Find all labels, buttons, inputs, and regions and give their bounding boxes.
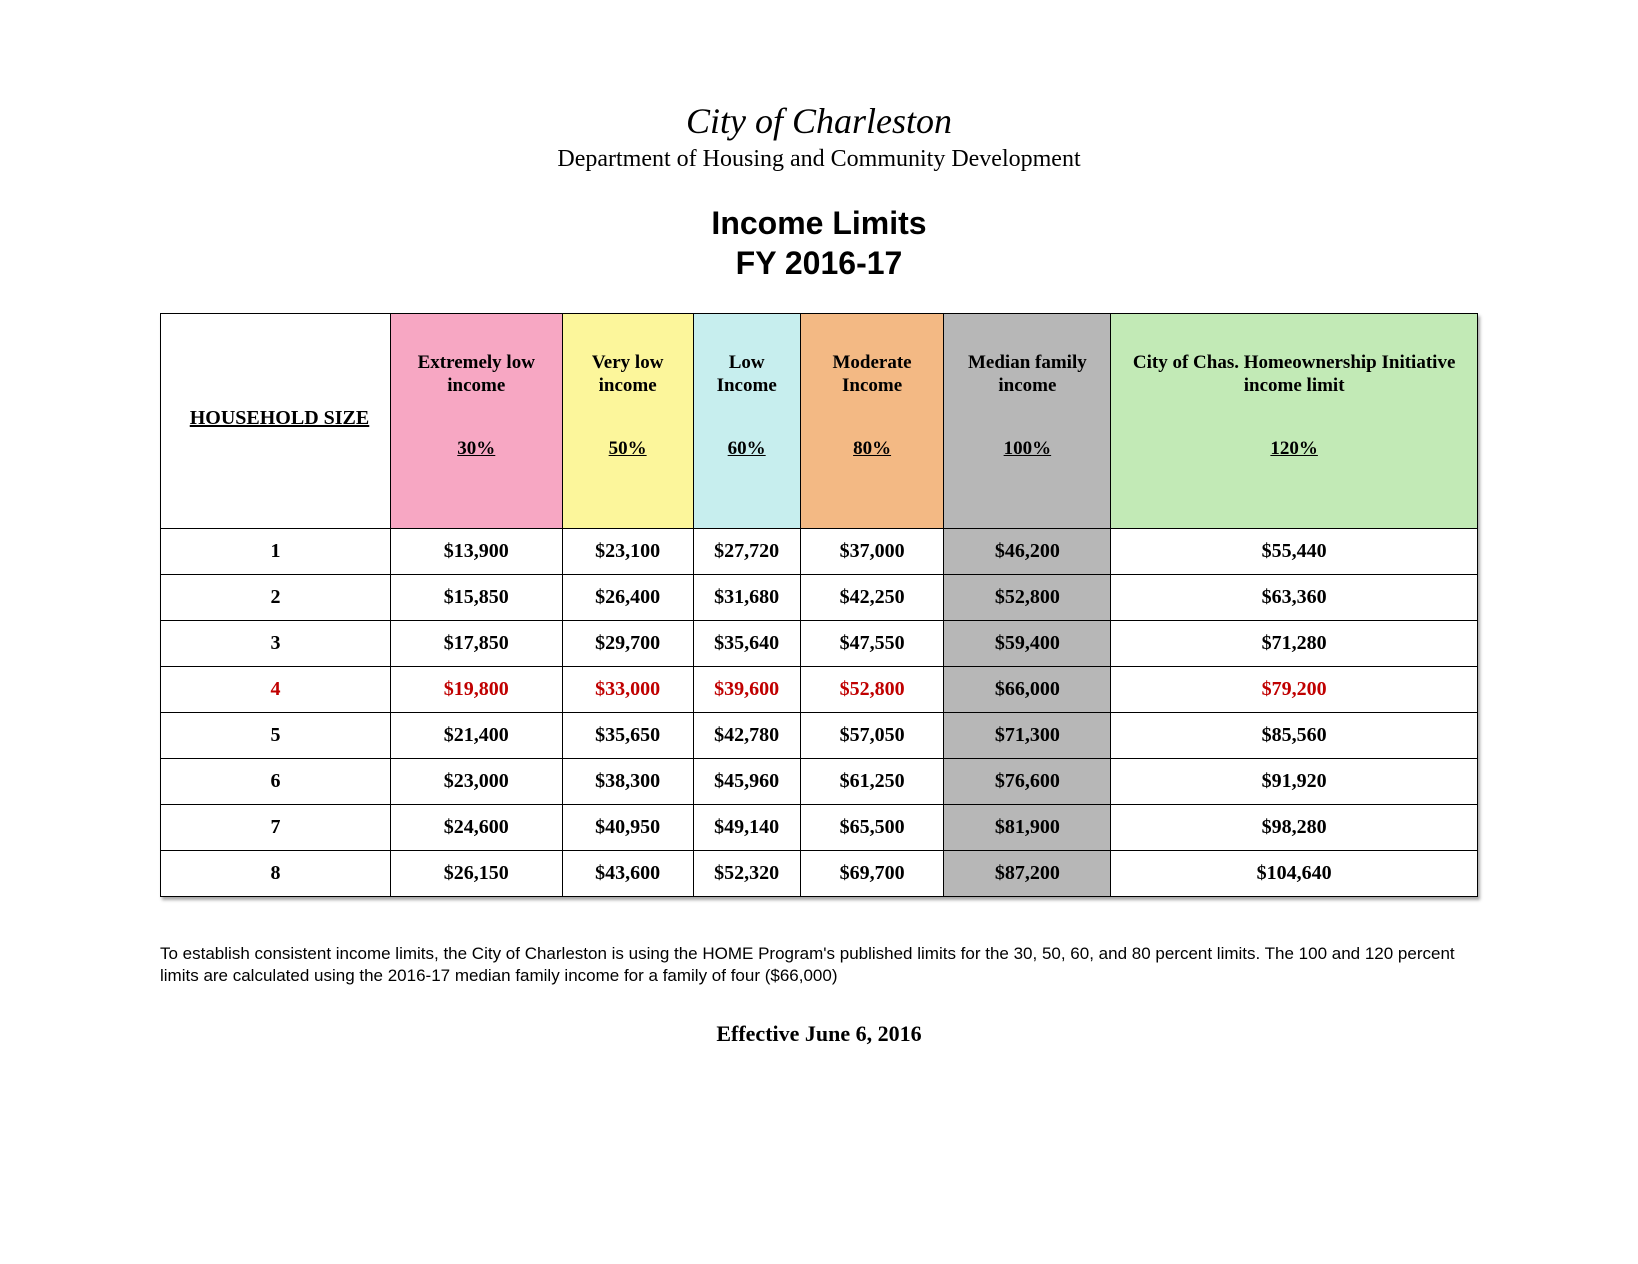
- value-cell: $37,000: [800, 529, 944, 575]
- column-header-5: City of Chas. Homeownership Initiative i…: [1111, 314, 1478, 529]
- column-header-3: Moderate Income 80%: [800, 314, 944, 529]
- value-cell: $76,600: [944, 759, 1111, 805]
- value-cell: $42,250: [800, 575, 944, 621]
- table-row: 5$21,400$35,650$42,780$57,050$71,300$85,…: [161, 713, 1478, 759]
- value-cell: $35,640: [693, 621, 800, 667]
- value-cell: $55,440: [1111, 529, 1478, 575]
- household-size-cell: 6: [161, 759, 391, 805]
- document-page: City of Charleston Department of Housing…: [0, 0, 1638, 1047]
- title-line-2: FY 2016-17: [736, 245, 903, 281]
- title-line-1: Income Limits: [711, 205, 926, 241]
- value-cell: $81,900: [944, 805, 1111, 851]
- value-cell: $63,360: [1111, 575, 1478, 621]
- value-cell: $24,600: [391, 805, 563, 851]
- value-cell: $26,400: [562, 575, 693, 621]
- value-cell: $35,650: [562, 713, 693, 759]
- value-cell: $31,680: [693, 575, 800, 621]
- value-cell: $46,200: [944, 529, 1111, 575]
- value-cell: $47,550: [800, 621, 944, 667]
- value-cell: $52,800: [944, 575, 1111, 621]
- city-title: City of Charleston: [160, 100, 1478, 142]
- household-size-cell: 1: [161, 529, 391, 575]
- footnote: To establish consistent income limits, t…: [160, 943, 1478, 987]
- column-header-4: Median family income 100%: [944, 314, 1111, 529]
- header-block: City of Charleston Department of Housing…: [160, 100, 1478, 283]
- value-cell: $91,920: [1111, 759, 1478, 805]
- doc-title: Income Limits FY 2016-17: [160, 203, 1478, 283]
- value-cell: $104,640: [1111, 851, 1478, 897]
- household-size-cell: 7: [161, 805, 391, 851]
- value-cell: $23,000: [391, 759, 563, 805]
- household-size-header: HOUSEHOLD SIZE: [161, 314, 391, 529]
- value-cell: $39,600: [693, 667, 800, 713]
- value-cell: $17,850: [391, 621, 563, 667]
- value-cell: $59,400: [944, 621, 1111, 667]
- column-label: Very low income: [571, 352, 685, 398]
- column-percent: 60%: [702, 438, 792, 460]
- value-cell: $85,560: [1111, 713, 1478, 759]
- table-row: 4$19,800$33,000$39,600$52,800$66,000$79,…: [161, 667, 1478, 713]
- household-size-cell: 2: [161, 575, 391, 621]
- column-percent: 120%: [1119, 438, 1469, 460]
- table-row: 2$15,850$26,400$31,680$42,250$52,800$63,…: [161, 575, 1478, 621]
- value-cell: $52,800: [800, 667, 944, 713]
- value-cell: $19,800: [391, 667, 563, 713]
- value-cell: $40,950: [562, 805, 693, 851]
- household-size-label: HOUSEHOLD SIZE: [190, 407, 370, 429]
- household-size-cell: 3: [161, 621, 391, 667]
- department-name: Department of Housing and Community Deve…: [160, 146, 1478, 173]
- value-cell: $69,700: [800, 851, 944, 897]
- column-header-0: Extremely low income 30%: [391, 314, 563, 529]
- value-cell: $33,000: [562, 667, 693, 713]
- table-header-row: HOUSEHOLD SIZE Extremely low income 30% Ve…: [161, 314, 1478, 529]
- column-label: Extremely low income: [399, 352, 554, 398]
- column-label: City of Chas. Homeownership Initiative i…: [1119, 352, 1469, 398]
- table-row: 6$23,000$38,300$45,960$61,250$76,600$91,…: [161, 759, 1478, 805]
- table-row: 7$24,600$40,950$49,140$65,500$81,900$98,…: [161, 805, 1478, 851]
- table-row: 1$13,900$23,100$27,720$37,000$46,200$55,…: [161, 529, 1478, 575]
- value-cell: $61,250: [800, 759, 944, 805]
- value-cell: $13,900: [391, 529, 563, 575]
- household-size-cell: 8: [161, 851, 391, 897]
- value-cell: $23,100: [562, 529, 693, 575]
- column-percent: 30%: [399, 438, 554, 460]
- column-label: Median family income: [952, 352, 1102, 398]
- effective-date: Effective June 6, 2016: [160, 1021, 1478, 1047]
- value-cell: $15,850: [391, 575, 563, 621]
- household-size-cell: 4: [161, 667, 391, 713]
- value-cell: $29,700: [562, 621, 693, 667]
- column-label: Moderate Income: [809, 352, 936, 398]
- household-size-cell: 5: [161, 713, 391, 759]
- column-label: Low Income: [702, 352, 792, 398]
- value-cell: $57,050: [800, 713, 944, 759]
- column-header-1: Very low income 50%: [562, 314, 693, 529]
- value-cell: $98,280: [1111, 805, 1478, 851]
- value-cell: $43,600: [562, 851, 693, 897]
- column-percent: 100%: [952, 438, 1102, 460]
- column-percent: 50%: [571, 438, 685, 460]
- value-cell: $71,300: [944, 713, 1111, 759]
- value-cell: $45,960: [693, 759, 800, 805]
- table-body: 1$13,900$23,100$27,720$37,000$46,200$55,…: [161, 529, 1478, 897]
- column-header-2: Low Income 60%: [693, 314, 800, 529]
- table-row: 3$17,850$29,700$35,640$47,550$59,400$71,…: [161, 621, 1478, 667]
- value-cell: $21,400: [391, 713, 563, 759]
- income-limits-table: HOUSEHOLD SIZE Extremely low income 30% Ve…: [160, 313, 1478, 897]
- value-cell: $79,200: [1111, 667, 1478, 713]
- value-cell: $38,300: [562, 759, 693, 805]
- value-cell: $65,500: [800, 805, 944, 851]
- value-cell: $52,320: [693, 851, 800, 897]
- value-cell: $49,140: [693, 805, 800, 851]
- value-cell: $71,280: [1111, 621, 1478, 667]
- value-cell: $42,780: [693, 713, 800, 759]
- table-row: 8$26,150$43,600$52,320$69,700$87,200$104…: [161, 851, 1478, 897]
- value-cell: $87,200: [944, 851, 1111, 897]
- value-cell: $27,720: [693, 529, 800, 575]
- value-cell: $26,150: [391, 851, 563, 897]
- value-cell: $66,000: [944, 667, 1111, 713]
- column-percent: 80%: [809, 438, 936, 460]
